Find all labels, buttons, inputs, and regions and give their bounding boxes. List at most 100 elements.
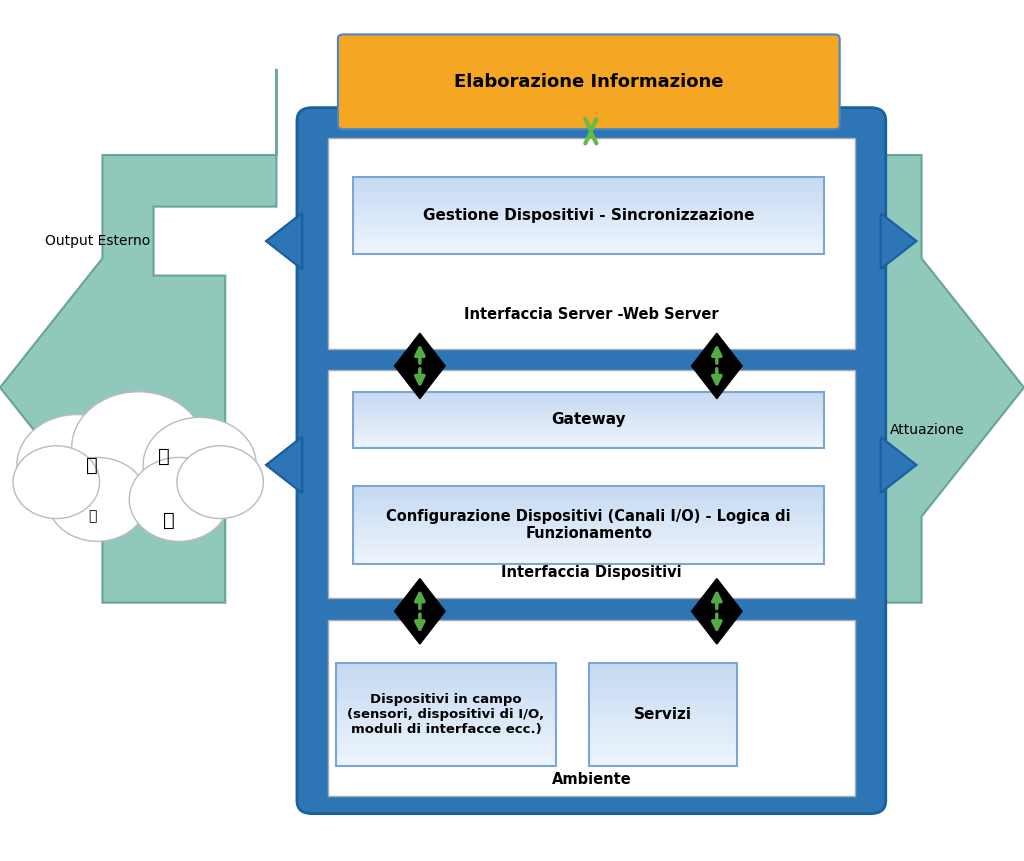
Bar: [353, 250, 824, 251]
Bar: [353, 400, 824, 402]
Bar: [353, 530, 824, 531]
Bar: [353, 506, 824, 508]
Bar: [353, 415, 824, 417]
Bar: [353, 227, 824, 229]
Bar: [336, 672, 556, 673]
Bar: [353, 252, 824, 254]
Bar: [353, 494, 824, 496]
Bar: [336, 744, 556, 746]
Bar: [336, 729, 556, 731]
Bar: [336, 710, 556, 713]
Bar: [353, 196, 824, 198]
Bar: [353, 215, 824, 217]
Bar: [589, 762, 737, 765]
Bar: [353, 183, 824, 184]
Bar: [589, 678, 737, 679]
Bar: [353, 431, 824, 432]
Bar: [353, 229, 824, 231]
Bar: [336, 716, 556, 719]
Bar: [353, 428, 824, 429]
Text: Interfaccia Server -Web Server: Interfaccia Server -Web Server: [464, 307, 719, 322]
Bar: [336, 667, 556, 669]
Bar: [353, 513, 824, 514]
Bar: [589, 704, 737, 706]
Bar: [353, 212, 824, 214]
Bar: [353, 238, 824, 240]
Text: Output Esterno: Output Esterno: [45, 234, 150, 248]
Text: 🖥: 🖥: [163, 511, 175, 530]
Bar: [336, 756, 556, 758]
Bar: [589, 747, 737, 750]
Bar: [589, 716, 737, 719]
Bar: [336, 752, 556, 754]
Bar: [353, 206, 824, 208]
Bar: [353, 517, 824, 519]
Bar: [353, 186, 824, 188]
FancyArrow shape: [266, 437, 302, 492]
Bar: [353, 178, 824, 180]
Bar: [336, 727, 556, 729]
Bar: [353, 502, 824, 504]
Bar: [336, 673, 556, 675]
Bar: [353, 433, 824, 434]
Bar: [336, 719, 556, 721]
Bar: [353, 251, 824, 252]
Bar: [353, 561, 824, 562]
Bar: [589, 756, 737, 758]
Bar: [589, 675, 737, 678]
Bar: [336, 663, 556, 766]
Bar: [353, 198, 824, 200]
Bar: [353, 558, 824, 560]
Bar: [589, 729, 737, 731]
Bar: [336, 700, 556, 703]
Bar: [589, 758, 737, 760]
Bar: [353, 204, 824, 206]
Bar: [336, 725, 556, 727]
Bar: [353, 248, 824, 250]
Bar: [353, 246, 824, 248]
Bar: [353, 217, 824, 219]
Bar: [353, 412, 824, 413]
PathPatch shape: [0, 69, 276, 603]
Bar: [353, 511, 824, 513]
Bar: [353, 189, 824, 190]
Bar: [589, 754, 737, 756]
Bar: [353, 436, 824, 437]
Bar: [589, 741, 737, 744]
Bar: [589, 746, 737, 747]
Bar: [336, 684, 556, 685]
Bar: [589, 744, 737, 746]
Circle shape: [129, 457, 229, 542]
Bar: [353, 560, 824, 561]
Bar: [353, 492, 824, 494]
Bar: [353, 394, 824, 395]
Bar: [589, 663, 737, 665]
Bar: [336, 760, 556, 762]
Bar: [589, 688, 737, 690]
Circle shape: [177, 446, 263, 518]
Bar: [353, 510, 824, 511]
Bar: [353, 523, 824, 525]
Bar: [353, 392, 824, 448]
Bar: [336, 758, 556, 760]
Bar: [353, 406, 824, 407]
Bar: [589, 682, 737, 684]
Bar: [336, 709, 556, 710]
Bar: [589, 685, 737, 688]
Bar: [589, 727, 737, 729]
Bar: [353, 240, 824, 242]
Bar: [353, 192, 824, 194]
Bar: [353, 522, 824, 523]
Bar: [353, 486, 824, 488]
Bar: [353, 556, 824, 558]
Bar: [353, 441, 824, 443]
Bar: [353, 516, 824, 517]
Bar: [353, 562, 824, 564]
Bar: [353, 184, 824, 186]
Bar: [589, 673, 737, 675]
Bar: [353, 418, 824, 420]
Bar: [353, 486, 824, 564]
Bar: [353, 402, 824, 403]
Bar: [353, 181, 824, 183]
Bar: [353, 519, 824, 521]
